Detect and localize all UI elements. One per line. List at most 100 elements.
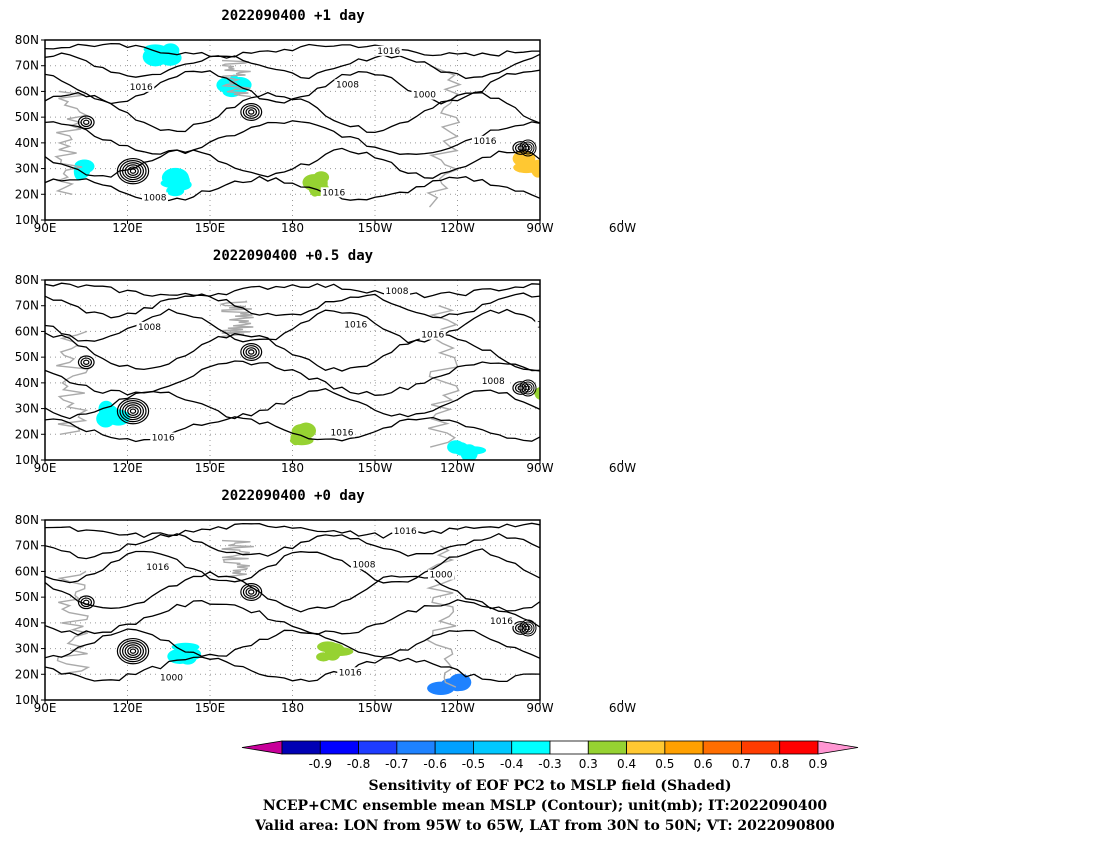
coastline [426, 545, 457, 688]
low-pressure-contour [116, 397, 150, 425]
mslp-contour [45, 308, 540, 344]
colorbar-label: -0.6 [423, 757, 446, 771]
mslp-contour [45, 147, 540, 179]
contour-label: 1016 [421, 331, 444, 341]
shaded-region [535, 390, 540, 400]
contour-label-bg [577, 371, 603, 381]
low-pressure-contour [80, 117, 93, 128]
colorbar-swatch [587, 740, 627, 755]
contour-label-bg [320, 187, 347, 198]
low-pressure-contour [124, 164, 142, 179]
low-pressure-contour [129, 648, 137, 654]
mslp-contour [45, 331, 540, 372]
mslp-contour [45, 360, 540, 396]
contour-label-bg [375, 45, 402, 56]
low-pressure-contour [127, 166, 139, 176]
low-pressure-contour [512, 141, 530, 155]
colorbar-swatch [434, 740, 474, 755]
colorbar-swatch [626, 740, 666, 755]
lon-tick-label: 90W [526, 701, 553, 715]
contour-label: 1016 [377, 47, 400, 57]
caption-line-1: Sensitivity of EOF PC2 to MSLP field (Sh… [368, 778, 731, 794]
low-pressure-contour [242, 345, 260, 359]
low-pressure-contour [77, 355, 95, 370]
contour-label-bg [136, 321, 163, 332]
contour-label-bg [329, 427, 355, 438]
colorbar-label: 0.3 [579, 757, 598, 771]
shaded-region [579, 568, 590, 585]
contour-label: 1008 [482, 377, 505, 387]
contour-label: 1008 [144, 193, 167, 203]
low-pressure-contour [519, 619, 537, 637]
low-pressure-contour [119, 160, 147, 183]
shaded-region [296, 422, 316, 439]
map-panel-3: 1000 1016 1016 1000 1008 1016 1016 1008 1008 80N 7… [15, 513, 636, 715]
colorbar-swatch [358, 740, 398, 755]
low-pressure-contour [242, 105, 260, 119]
colorbar-swatch [473, 740, 513, 755]
coastline [56, 330, 90, 435]
mslp-contour [45, 91, 540, 134]
low-pressure-contour [240, 102, 263, 121]
colorbar-swatch [741, 740, 781, 755]
coastline [54, 90, 89, 195]
low-pressure-contour [77, 595, 95, 610]
lat-tick-label: 20N [15, 187, 39, 201]
mslp-contour [45, 69, 540, 105]
lat-tick-label: 70N [15, 299, 39, 313]
lon-tick-label: 120E [112, 461, 143, 475]
low-pressure-contour [523, 143, 533, 153]
panel-2-title: 2022090400 +0.5 day [213, 248, 374, 264]
lon-tick-label: 150W [358, 701, 393, 715]
contour-label-bg [384, 285, 410, 296]
low-pressure-contour [80, 597, 93, 608]
low-pressure-contour [119, 640, 147, 663]
lon-tick-label: 60W [609, 461, 636, 475]
lon-tick-label: 150E [195, 701, 226, 715]
low-pressure-contour [77, 115, 95, 130]
panel-1-title: 2022090400 +1 day [221, 8, 365, 24]
colorbar-label: 0.5 [655, 757, 674, 771]
contour-label: 1016 [537, 320, 560, 330]
lat-tick-label: 50N [15, 350, 39, 364]
coastline [426, 65, 462, 208]
lon-tick-label: 90E [34, 221, 57, 235]
low-pressure-contour [521, 621, 535, 635]
lon-tick-label: 180 [281, 221, 304, 235]
contour-label-bg [337, 667, 364, 678]
low-pressure-contour [525, 625, 531, 631]
low-pressure-contour [83, 359, 90, 365]
contour-label-bg [488, 615, 515, 626]
contour-label-bg [411, 89, 438, 100]
colorbar-label: -0.5 [462, 757, 485, 771]
colorbar-swatch [319, 740, 359, 755]
mslp-contour [45, 42, 540, 58]
low-pressure-contour [124, 644, 142, 659]
lon-tick-label: 90E [34, 701, 57, 715]
contour-label: 1008 [570, 132, 593, 142]
shaded-region [574, 558, 586, 577]
contour-label-bg [419, 329, 446, 340]
shaded-region [551, 386, 579, 405]
colorbar-min-arrow [241, 740, 283, 755]
shaded-region [463, 449, 477, 459]
mslp-contour [45, 548, 540, 584]
colorbar-label: -0.4 [500, 757, 523, 771]
mslp-contour [45, 282, 540, 299]
contour-label-bg [128, 81, 155, 92]
lat-tick-label: 60N [15, 324, 39, 338]
mslp-contour [45, 52, 540, 80]
shaded-region [99, 412, 119, 422]
low-pressure-contour [512, 381, 530, 395]
contour-label: 1016 [331, 428, 354, 438]
low-pressure-contour [245, 107, 258, 117]
contour-label: 1008 [545, 560, 568, 570]
shaded-region [326, 647, 354, 656]
lon-tick-label: 180 [281, 461, 304, 475]
low-pressure-contour [83, 119, 90, 125]
low-pressure-contour [245, 587, 258, 597]
caption-line-2: NCEP+CMC ensemble mean MSLP (Contour); u… [263, 798, 827, 814]
lon-tick-label: 60W [609, 701, 636, 715]
contour-label: 1008 [138, 323, 161, 333]
